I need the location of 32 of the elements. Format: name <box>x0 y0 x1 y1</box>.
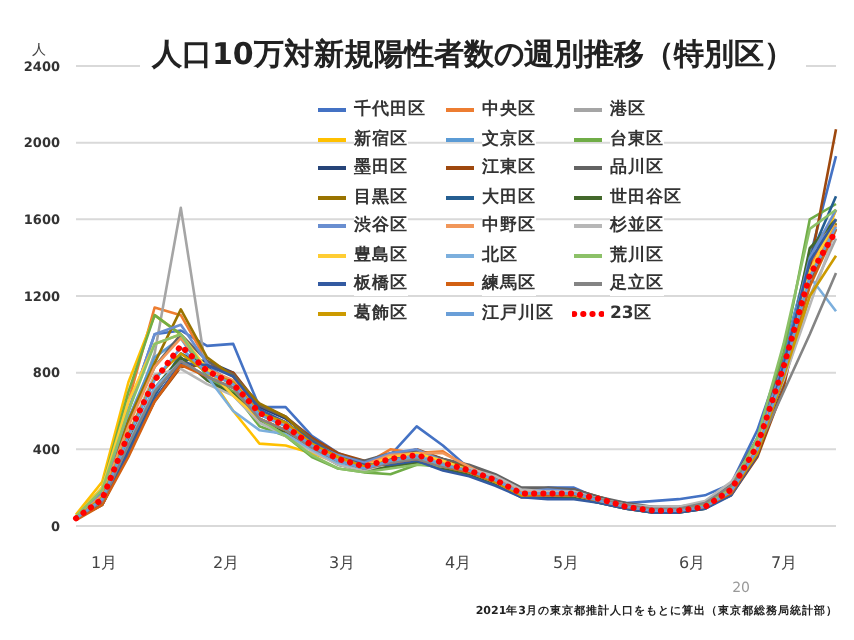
legend-label: 墨田区 <box>354 156 408 181</box>
legend-label: 渋谷区 <box>354 214 408 239</box>
legend-label: 目黒区 <box>354 185 408 210</box>
legend-label: 練馬区 <box>482 272 536 297</box>
legend-label: 板橋区 <box>354 272 408 297</box>
text: 7月 <box>768 552 800 574</box>
legend-label: 北区 <box>482 243 518 268</box>
legend-label: 中央区 <box>482 98 536 123</box>
text: 1月 <box>88 552 120 574</box>
legend-label: 中野区 <box>482 214 536 239</box>
text: 6月 <box>676 552 708 574</box>
legend-label: 世田谷区 <box>610 185 682 210</box>
legend-label: 足立区 <box>610 272 664 297</box>
legend-label: 葛飾区 <box>354 301 408 326</box>
legend-label: 新宿区 <box>354 127 408 152</box>
text: 2月 <box>210 552 242 574</box>
legend-label: 荒川区 <box>610 243 664 268</box>
legend-label: 23区 <box>610 301 652 326</box>
legend-label: 豊島区 <box>354 243 408 268</box>
legend-label: 文京区 <box>482 127 536 152</box>
text: 4月 <box>442 552 474 574</box>
legend-label: 千代田区 <box>354 98 426 123</box>
legend-label: 杉並区 <box>610 214 664 239</box>
legend-label: 江東区 <box>482 156 536 181</box>
chart-title: 人口10万対新規陽性者数の週別推移（特別区） <box>140 36 806 74</box>
text: 5月 <box>550 552 582 574</box>
legend-label: 品川区 <box>610 156 664 181</box>
legend-label: 台東区 <box>610 127 664 152</box>
legend-label: 港区 <box>610 98 646 123</box>
legend-label: 大田区 <box>482 185 536 210</box>
legend-label: 江戸川区 <box>482 301 554 326</box>
text: 3月 <box>326 552 358 574</box>
